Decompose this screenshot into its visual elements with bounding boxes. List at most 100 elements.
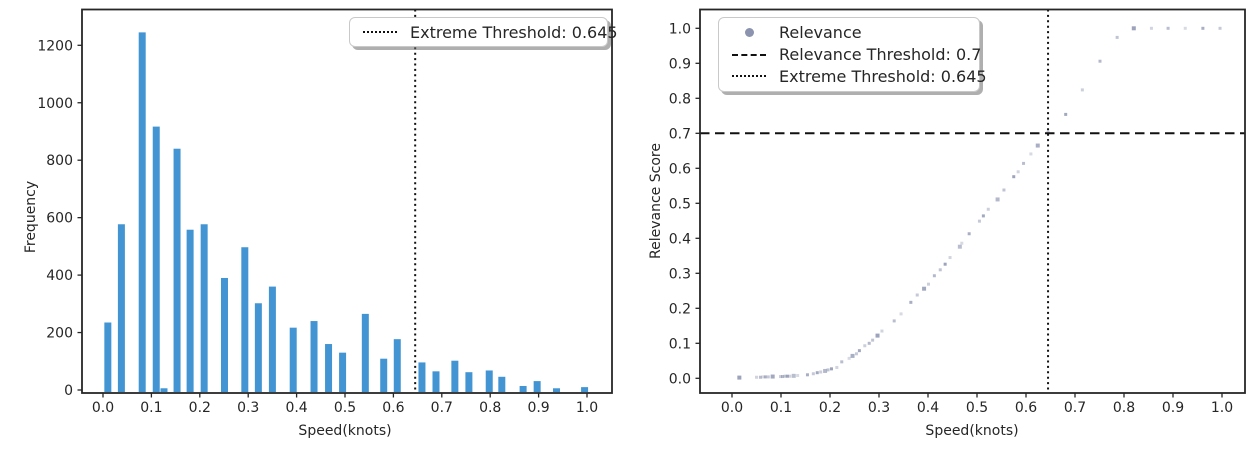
histogram-bar — [254, 303, 262, 392]
legend-item-extreme-threshold: Extreme Threshold: 0.645 — [360, 22, 618, 42]
scatter-point — [943, 262, 947, 266]
scatter-point — [761, 375, 765, 379]
x-tick-label: 0.7 — [1064, 400, 1086, 416]
y-tick-label: 0.5 — [669, 196, 691, 212]
scatter-point — [926, 282, 930, 286]
scatter-point — [796, 374, 800, 377]
x-tick-label: 0.9 — [1162, 400, 1184, 416]
scatter-point — [892, 319, 896, 323]
scatter-point — [805, 373, 809, 377]
scatter-point — [783, 374, 787, 378]
scatter-point — [1012, 175, 1016, 179]
histogram-bar — [117, 224, 125, 392]
scatter-point — [737, 375, 742, 380]
scatter-point — [770, 374, 775, 379]
x-tick-label: 0.9 — [527, 400, 549, 416]
histogram-bar — [361, 313, 369, 392]
y-tick-label: 200 — [46, 326, 73, 342]
y-tick-label: 600 — [46, 211, 73, 227]
scatter-point — [960, 241, 964, 245]
histogram-bar — [485, 370, 493, 392]
scatter-point — [1029, 152, 1033, 156]
y-tick-label: 1200 — [37, 38, 73, 54]
scatter-point — [915, 293, 919, 297]
histogram-bar — [186, 229, 194, 392]
y-tick-label: 0.6 — [669, 161, 691, 177]
y-tick-label: 1000 — [37, 96, 73, 112]
left-legend: Extreme Threshold: 0.645 — [349, 17, 618, 47]
scatter-point — [1115, 35, 1119, 39]
histogram-bar — [432, 371, 440, 392]
scatter-point — [875, 333, 880, 338]
scatter-point — [779, 375, 783, 379]
scatter-point — [948, 256, 952, 260]
scatter-point — [938, 268, 942, 272]
histogram-bar — [220, 277, 228, 392]
histogram-bar — [465, 372, 473, 392]
x-tick-label: 0.8 — [479, 400, 501, 416]
histogram-bar — [173, 148, 181, 392]
histogram-bar — [533, 381, 541, 392]
scatter-point — [909, 300, 913, 304]
scatter-point — [957, 244, 962, 249]
scatter-point — [880, 329, 884, 333]
scatter-point — [819, 370, 823, 374]
histogram-bar — [268, 286, 276, 392]
scatter-point — [847, 356, 851, 360]
scatter-point — [1080, 88, 1084, 92]
x-tick-label: 0.5 — [966, 400, 988, 416]
scatter-point — [1098, 59, 1102, 63]
histogram-bar — [241, 247, 249, 392]
histogram-bar — [380, 358, 388, 392]
legend-item-relevance: Relevance — [729, 22, 969, 44]
x-tick-label: 0.1 — [770, 400, 792, 416]
scatter-point — [986, 207, 990, 211]
histogram-bar — [339, 352, 347, 392]
y-tick-label: 0 — [64, 383, 73, 399]
scatter-point — [1131, 26, 1136, 31]
y-tick-label: 400 — [46, 268, 73, 284]
y-tick-label: 800 — [46, 153, 73, 169]
scatter-point — [1183, 26, 1187, 30]
scatter-point — [788, 374, 792, 378]
scatter-point — [823, 368, 828, 373]
y-tick-label: 0.2 — [669, 301, 691, 317]
scatter-point — [811, 372, 815, 376]
histogram-bar — [581, 387, 589, 392]
scatter-point — [867, 341, 871, 345]
x-tick-label: 0.4 — [917, 400, 939, 416]
scatter-point — [1046, 130, 1050, 134]
plot-border — [81, 8, 613, 394]
x-tick-label: 1.0 — [576, 400, 598, 416]
scatter-point — [763, 375, 767, 379]
y-tick-label: 0.1 — [669, 336, 691, 352]
histogram-bar — [310, 321, 318, 392]
y-tick-label: 0.8 — [669, 91, 691, 107]
x-tick-label: 0.0 — [92, 400, 114, 416]
histogram-bar — [498, 376, 506, 392]
dotted-line-icon — [729, 75, 769, 78]
histogram-bar — [104, 322, 112, 392]
right-x-axis-title: Speed(knots) — [925, 423, 1019, 439]
scatter-point — [1064, 112, 1068, 116]
scatter-point — [755, 375, 758, 379]
scatter-point — [981, 214, 985, 218]
histogram-bar — [160, 388, 168, 392]
x-tick-label: 0.0 — [721, 400, 743, 416]
x-tick-label: 0.6 — [1015, 400, 1037, 416]
scatter-point — [791, 373, 796, 378]
histogram-bar — [289, 327, 297, 392]
scatter-point — [1201, 26, 1205, 30]
x-tick-label: 0.1 — [140, 400, 162, 416]
scatter-point — [758, 375, 762, 379]
x-tick-label: 0.8 — [1113, 400, 1135, 416]
scatter-point — [1016, 170, 1020, 174]
histogram-bar — [519, 385, 527, 392]
scatter-point — [1022, 161, 1026, 165]
x-tick-label: 0.6 — [382, 400, 404, 416]
scatter-point — [1002, 188, 1006, 192]
x-tick-label: 0.2 — [189, 400, 211, 416]
legend-label: Relevance — [779, 23, 862, 43]
scatter-point — [995, 197, 1000, 202]
